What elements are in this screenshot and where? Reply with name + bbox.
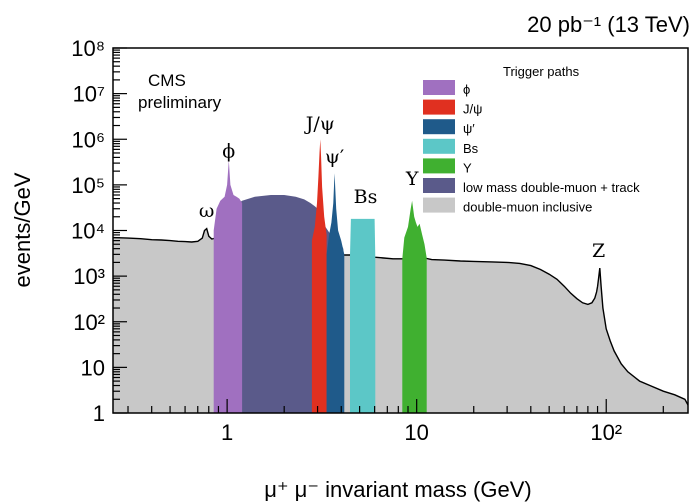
peak-label: J/ψ: [304, 113, 335, 135]
legend-swatch: [423, 178, 455, 193]
axis-layer: 1 10 10² 1 10 10² 10³ 10⁴ 10⁵ 10⁶ 10⁷ 10⁸: [71, 36, 664, 445]
y-tick-label: 1: [93, 401, 105, 426]
series-area-6: [402, 200, 427, 413]
peak-label: Z: [592, 240, 605, 262]
y-tick-label: 10⁵: [71, 173, 105, 198]
legend-label: Bs: [463, 141, 479, 156]
legend-swatch: [423, 138, 455, 154]
legend-swatch: [423, 80, 455, 95]
cms-label: CMS: [148, 71, 186, 90]
legend-swatch: [423, 158, 455, 174]
x-tick-label: 10: [404, 420, 428, 445]
legend-swatch: [423, 119, 455, 135]
series-area-4: [326, 173, 345, 413]
peak-label: Bs: [354, 186, 378, 208]
legend-label: ϕ: [463, 82, 470, 97]
legend-label: Υ: [463, 160, 472, 175]
series-area-2: [213, 160, 243, 413]
preliminary-label: preliminary: [138, 93, 222, 112]
peak-label: ω: [199, 200, 215, 222]
y-tick-label: 10: [81, 355, 105, 380]
peak-label: Υ: [405, 168, 419, 190]
peak-label: ψ′: [325, 146, 344, 168]
peak-label: ϕ: [222, 140, 235, 162]
y-tick-label: 10⁶: [71, 127, 105, 152]
legend-label: low mass double-muon + track: [463, 180, 640, 195]
y-tick-label: 10²: [73, 310, 105, 335]
legend-label: double-muon inclusive: [463, 200, 592, 215]
chart-title: 20 pb⁻¹ (13 TeV): [527, 12, 690, 37]
legend-title: Trigger paths: [503, 64, 580, 79]
legend-swatch: [423, 99, 455, 115]
x-tick-label: 10²: [590, 420, 622, 445]
legend-swatch: [423, 197, 455, 213]
series-layer: [112, 139, 689, 414]
y-tick-label: 10⁷: [73, 82, 105, 107]
y-tick-label: 10⁴: [71, 219, 105, 244]
series-area-1: [216, 195, 344, 413]
series-area-3: [311, 139, 327, 414]
y-axis-label: events/GeV: [10, 172, 35, 287]
y-tick-label: 10³: [73, 264, 105, 289]
legend-label: ψ′: [463, 121, 475, 136]
annotation-layer: ω ϕ J/ψ ψ′ Bs Υ Z: [199, 113, 605, 262]
legend-label: J/ψ: [463, 102, 482, 117]
series-area-5: [350, 218, 376, 413]
x-axis-label: μ⁺ μ⁻ invariant mass (GeV): [264, 477, 531, 502]
x-tick-label: 1: [221, 420, 233, 445]
y-tick-label: 10⁸: [71, 36, 105, 61]
